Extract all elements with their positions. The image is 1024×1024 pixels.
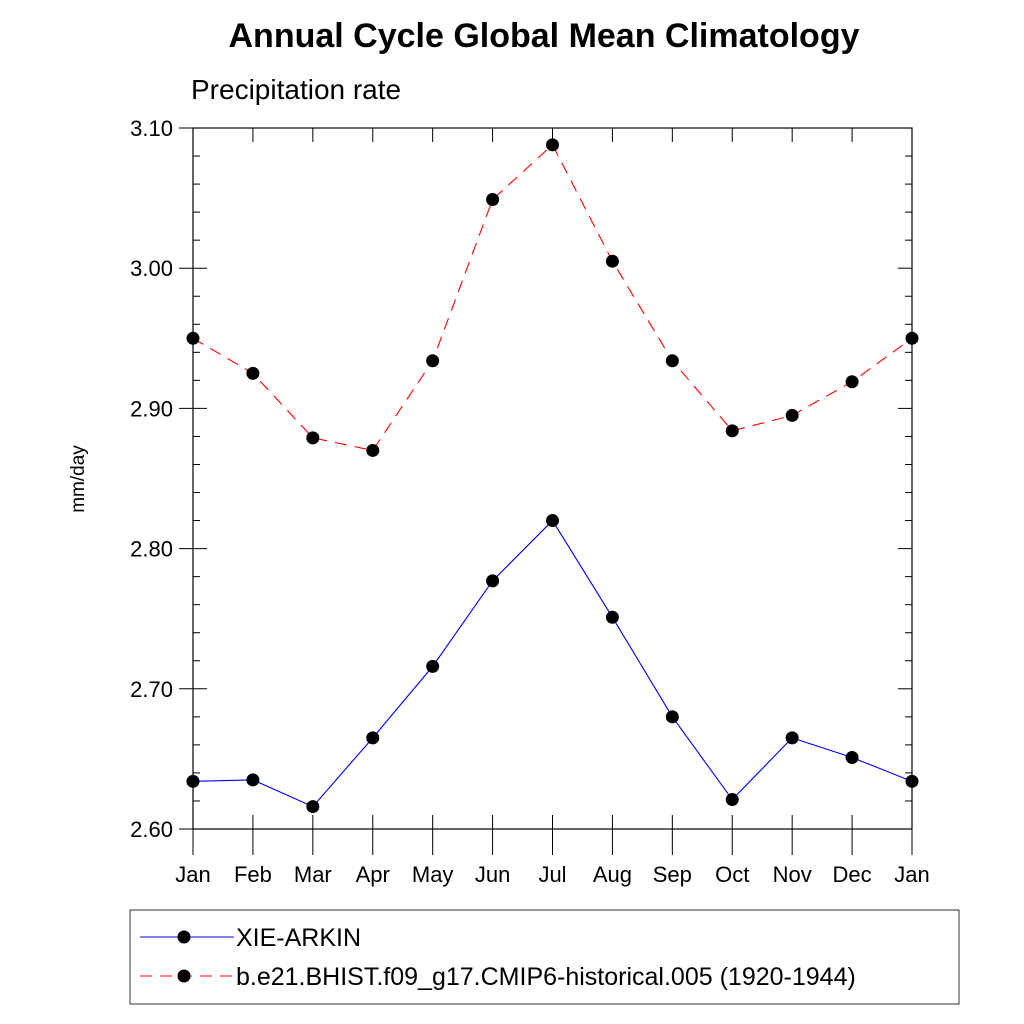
y-axis-label: mm/day — [68, 445, 89, 513]
data-point — [306, 800, 320, 814]
x-tick-label: Mar — [294, 862, 332, 887]
y-tick-label: 2.80 — [130, 537, 173, 562]
x-tick-label: Apr — [356, 862, 390, 887]
data-point — [426, 659, 440, 673]
series-1 — [186, 514, 919, 814]
data-point — [785, 731, 799, 745]
series-layer — [186, 138, 919, 814]
data-point — [306, 431, 320, 445]
data-point — [845, 750, 859, 764]
series-2 — [186, 138, 919, 457]
legend-label-2: b.e21.BHIST.f09_g17.CMIP6-historical.005… — [236, 963, 856, 991]
legend-marker-2 — [177, 969, 191, 983]
y-tick-label: 2.90 — [130, 396, 173, 421]
data-point — [845, 375, 859, 389]
data-point — [366, 731, 380, 745]
x-tick-label: Sep — [653, 862, 692, 887]
data-point — [605, 254, 619, 268]
series-line — [192, 143, 913, 452]
data-point — [486, 193, 500, 207]
x-tick-label: Jan — [175, 862, 210, 887]
x-tick-label: Oct — [715, 862, 749, 887]
data-point — [366, 443, 380, 457]
data-point — [605, 610, 619, 624]
chart-title: Annual Cycle Global Mean Climatology — [229, 17, 860, 55]
data-point — [725, 424, 739, 438]
data-point — [665, 710, 679, 724]
data-point — [426, 354, 440, 368]
y-tick-label: 3.00 — [130, 256, 173, 281]
y-tick-label: 2.60 — [130, 817, 173, 842]
data-point — [546, 138, 559, 152]
series-line — [192, 519, 913, 808]
y-tick-label: 3.10 — [130, 116, 173, 141]
data-point — [186, 774, 200, 788]
plot-frame — [192, 127, 913, 830]
x-tick-label: May — [412, 862, 454, 887]
y-tick-label: 2.70 — [130, 677, 173, 702]
x-tick-label: Jan — [894, 862, 929, 887]
legend-box — [129, 909, 960, 1005]
x-tick-label: Feb — [234, 862, 272, 887]
data-point — [905, 331, 919, 345]
legend-label-1: XIE-ARKIN — [236, 924, 361, 952]
chart-subtitle: Precipitation rate — [191, 74, 401, 105]
data-point — [785, 408, 799, 422]
data-point — [246, 773, 260, 787]
x-tick-label: Dec — [833, 862, 872, 887]
data-point — [546, 514, 559, 528]
x-tick-label: Nov — [773, 862, 812, 887]
data-point — [905, 774, 919, 788]
x-tick-label: Jun — [475, 862, 510, 887]
data-point — [186, 331, 200, 345]
data-point — [725, 793, 739, 807]
legend-marker-1 — [177, 930, 191, 944]
data-point — [246, 366, 260, 380]
x-tick-label: Jul — [538, 862, 566, 887]
legend: XIE-ARKIN b.e21.BHIST.f09_g17.CMIP6-histo… — [129, 909, 960, 1005]
axes: Jan Feb Mar Apr May Jun Jul Aug Sep Oct Nov Dec Jan2… — [130, 116, 930, 887]
x-tick-label: Aug — [593, 862, 632, 887]
data-point — [486, 574, 500, 588]
data-point — [665, 354, 679, 368]
